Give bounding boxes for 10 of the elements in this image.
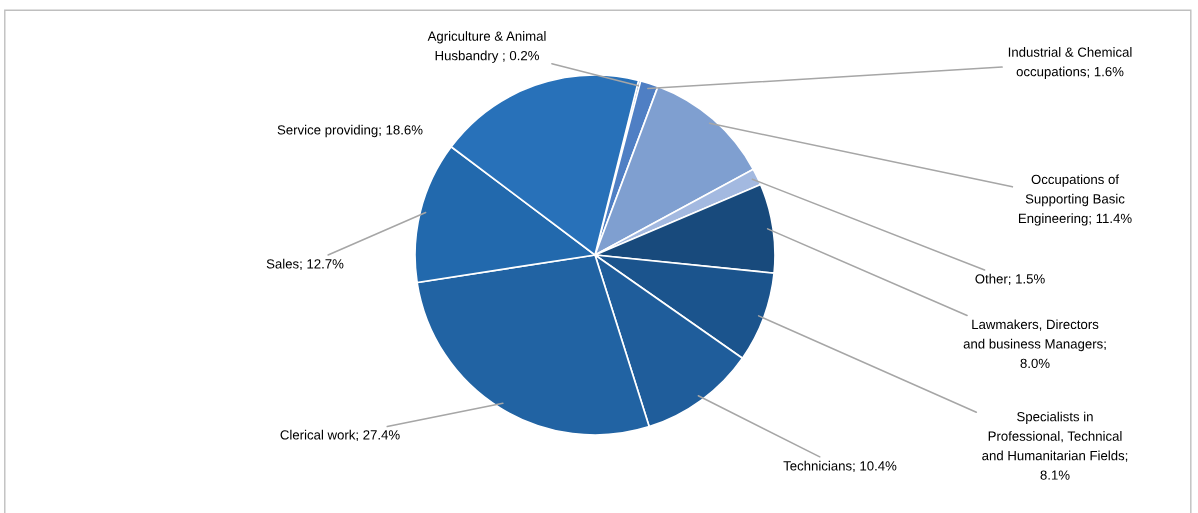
slice-label: Sales; 12.7%	[266, 258, 344, 271]
slice-label: Agriculture & Animal Husbandry ; 0.2%	[427, 31, 546, 63]
slice-label: Lawmakers, Directors and business Managers; 8.0%	[963, 319, 1106, 369]
slice-label: Clerical work; 27.4%	[280, 429, 400, 442]
slice-label: Occupations of Supporting Basic Engineering; 11.4%	[1018, 174, 1132, 226]
slice-label: Service providing; 18.6%	[277, 124, 423, 138]
slice-label: Other; 1.5%	[975, 273, 1045, 286]
slice-label: Technicians; 10.4%	[783, 460, 897, 473]
slice-label: Specialists in Professional, Technical and Humanitarian Fields; 8.1%	[982, 411, 1128, 480]
slice-label: Industrial & Chemical occupations; 1.6%	[1008, 47, 1132, 79]
